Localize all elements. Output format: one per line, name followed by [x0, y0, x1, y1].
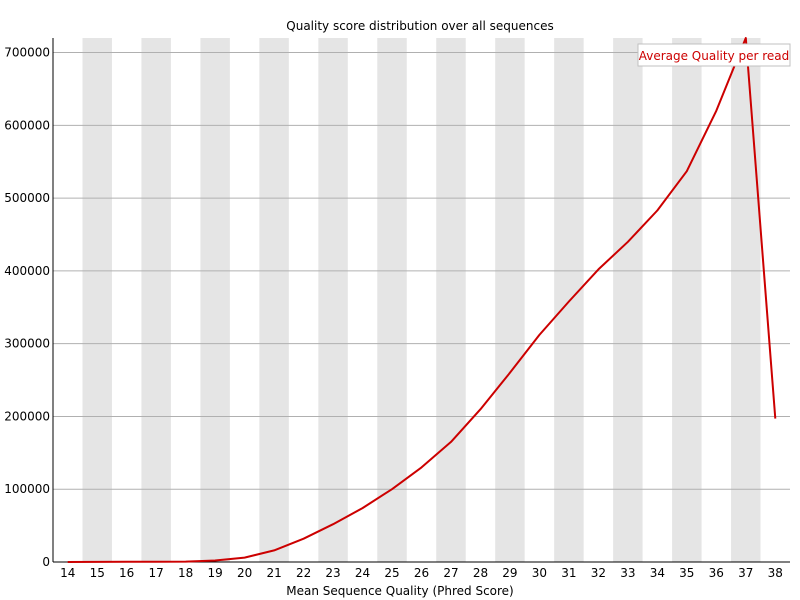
y-tick-label: 300000 [4, 337, 50, 351]
y-tick-label: 400000 [4, 264, 50, 278]
series-line-average-quality [67, 37, 777, 563]
x-tick-label: 21 [266, 566, 281, 580]
x-tick-label: 16 [119, 566, 134, 580]
x-tick-label: 37 [738, 566, 753, 580]
x-tick-label: 38 [768, 566, 783, 580]
x-tick-label: 20 [237, 566, 252, 580]
y-tick-label: 100000 [4, 482, 50, 496]
band-21 [259, 38, 289, 562]
x-tick-label: 17 [149, 566, 164, 580]
alternating-bands [82, 38, 761, 562]
x-tick-label: 18 [178, 566, 193, 580]
band-25 [377, 38, 407, 562]
x-tick-label: 33 [620, 566, 635, 580]
band-29 [495, 38, 525, 562]
x-tick-label: 24 [355, 566, 370, 580]
x-tick-label: 29 [502, 566, 517, 580]
y-tick-label: 500000 [4, 191, 50, 205]
band-27 [436, 38, 466, 562]
legend: Average Quality per read [637, 43, 791, 67]
x-tick-label: 15 [90, 566, 105, 580]
x-tick-label: 32 [591, 566, 606, 580]
x-tick-label: 22 [296, 566, 311, 580]
grid-lines [53, 52, 790, 490]
x-axis-label: Mean Sequence Quality (Phred Score) [286, 584, 514, 598]
x-tick-label: 25 [384, 566, 399, 580]
x-tick-label: 14 [60, 566, 75, 580]
chart-title: Quality score distribution over all sequ… [286, 19, 553, 33]
y-tick-label: 200000 [4, 409, 50, 423]
y-tick-label: 700000 [4, 46, 50, 60]
y-tick-label: 0 [42, 555, 50, 569]
band-31 [554, 38, 584, 562]
band-19 [200, 38, 230, 562]
x-tick-label: 36 [709, 566, 724, 580]
y-axis-ticks: 0 100000 200000 300000 400000 500000 600000 700… [4, 46, 50, 569]
x-tick-label: 31 [561, 566, 576, 580]
band-17 [141, 38, 171, 562]
legend-item-average-quality: Average Quality per read [639, 49, 790, 63]
x-tick-label: 23 [325, 566, 340, 580]
y-tick-label: 600000 [4, 118, 50, 132]
x-tick-label: 27 [443, 566, 458, 580]
x-tick-label: 19 [207, 566, 222, 580]
x-tick-label: 35 [679, 566, 694, 580]
band-23 [318, 38, 348, 562]
band-33 [613, 38, 643, 562]
x-tick-label: 34 [650, 566, 665, 580]
band-35 [672, 38, 702, 562]
x-tick-label: 28 [473, 566, 488, 580]
series-group [67, 37, 777, 563]
legend-box [637, 43, 791, 67]
band-15 [82, 38, 112, 562]
x-axis-ticks: 14 15 16 17 18 19 20 21 22 23 24 25 26 27 28 29 30 31 32 33… [60, 566, 783, 580]
x-tick-label: 26 [414, 566, 429, 580]
band-37 [731, 38, 761, 562]
x-tick-label: 30 [532, 566, 547, 580]
